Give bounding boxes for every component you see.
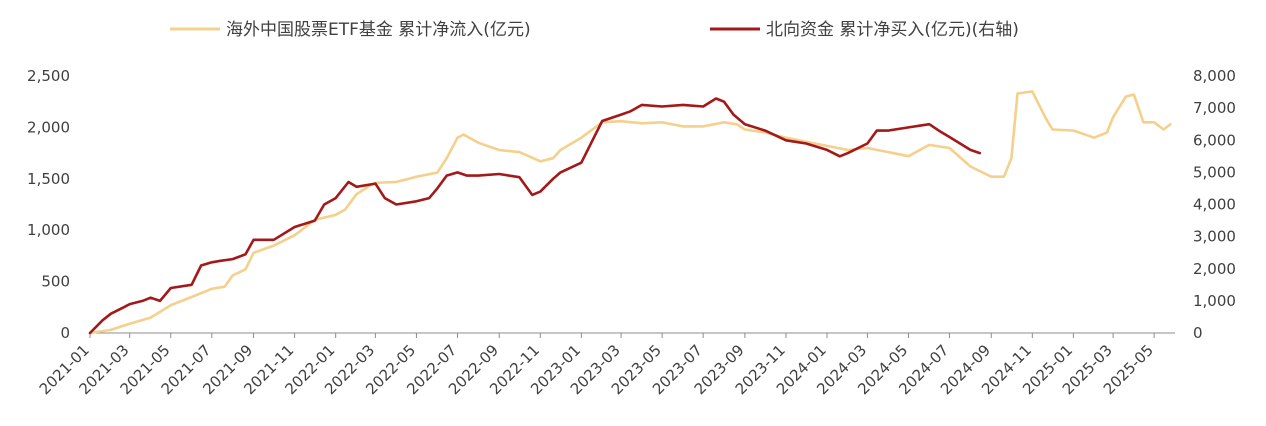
series-layer xyxy=(88,90,1172,335)
y-right-tick-label: 8,000 xyxy=(1193,67,1236,85)
x-axis: 2021-012021-032021-052021-072021-092021-… xyxy=(36,332,1175,398)
y-left-tick-label: 500 xyxy=(41,273,70,291)
y-right-tick-label: 1,000 xyxy=(1193,292,1236,310)
y-left-tick-label: 2,000 xyxy=(27,118,70,136)
y-left-tick-label: 1,500 xyxy=(27,170,70,188)
legend-label-northbound: 北向资金 累计净买入(亿元)(右轴) xyxy=(766,20,1019,40)
legend-label-etf: 海外中国股票ETF基金 累计净流入(亿元) xyxy=(226,20,531,40)
y-axis-left: 0 500 1,000 1,500 2,000 2,500 xyxy=(27,67,70,342)
series-line-etf xyxy=(88,90,1172,335)
y-right-tick-label: 2,000 xyxy=(1193,260,1236,278)
y-right-tick-label: 0 xyxy=(1193,324,1203,342)
y-right-tick-label: 7,000 xyxy=(1193,99,1236,117)
y-right-tick-label: 6,000 xyxy=(1193,131,1236,149)
y-right-tick-label: 5,000 xyxy=(1193,163,1236,181)
y-right-tick-label: 4,000 xyxy=(1193,196,1236,214)
legend: 海外中国股票ETF基金 累计净流入(亿元) 北向资金 累计净买入(亿元)(右轴) xyxy=(170,20,1019,40)
y-left-tick-label: 1,000 xyxy=(27,221,70,239)
y-left-tick-label: 0 xyxy=(60,324,70,342)
series-line-northbound xyxy=(88,97,982,335)
y-axis-right: 0 1,000 2,000 3,000 4,000 5,000 6,000 7,000 8,00… xyxy=(1193,67,1236,342)
y-right-tick-label: 3,000 xyxy=(1193,228,1236,246)
y-left-tick-label: 2,500 xyxy=(27,67,70,85)
